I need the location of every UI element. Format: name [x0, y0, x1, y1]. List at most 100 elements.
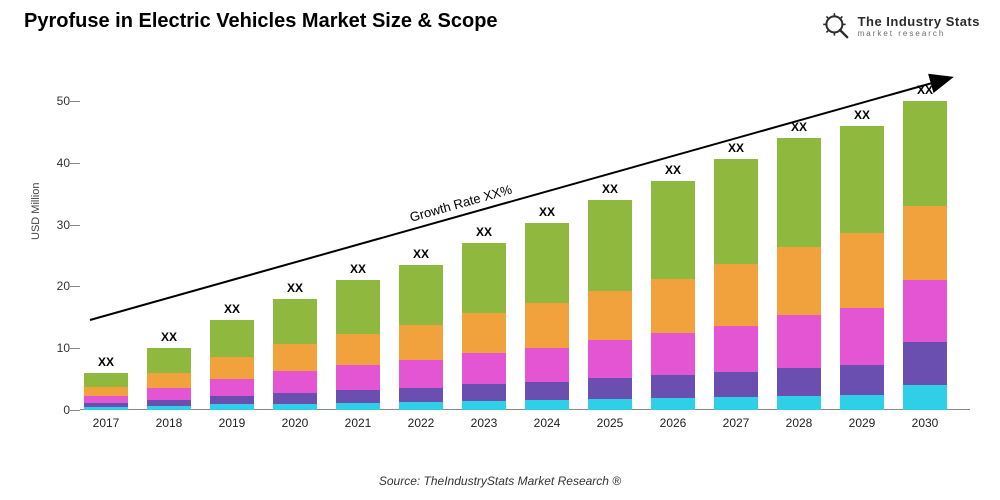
bar-value-label: XX [714, 141, 758, 155]
x-tick-label: 2022 [391, 416, 451, 430]
bar-segment [210, 379, 254, 396]
x-tick-label: 2017 [76, 416, 136, 430]
x-tick-label: 2019 [202, 416, 262, 430]
y-tick-label: 0 [30, 403, 70, 417]
chart-area: 01020304050XX2017XX2018XX2019XX2020XX202… [80, 70, 970, 440]
bar-segment [84, 396, 128, 403]
bar-segment [903, 280, 947, 342]
bar-column [903, 101, 947, 410]
x-tick-label: 2021 [328, 416, 388, 430]
bar-segment [399, 265, 443, 326]
bar-segment [399, 388, 443, 402]
bar-column [147, 348, 191, 410]
x-tick-label: 2020 [265, 416, 325, 430]
bar-segment [840, 126, 884, 233]
source-caption: Source: TheIndustryStats Market Research… [0, 474, 1000, 488]
chart-title: Pyrofuse in Electric Vehicles Market Siz… [24, 10, 498, 33]
bar-value-label: XX [336, 262, 380, 276]
y-tick [70, 286, 80, 287]
bar-segment [273, 344, 317, 371]
bar-column [84, 373, 128, 410]
brand-logo: The Industry Stats market research [820, 10, 980, 42]
bar-segment [903, 206, 947, 280]
bar-segment [147, 373, 191, 388]
bar-segment [210, 396, 254, 404]
bar-segment [462, 384, 506, 401]
x-tick-label: 2028 [769, 416, 829, 430]
bar-segment [840, 365, 884, 395]
bar-segment [273, 371, 317, 393]
y-tick [70, 410, 80, 411]
bar-segment [84, 373, 128, 387]
bar-segment [840, 308, 884, 365]
bar-value-label: XX [399, 247, 443, 261]
bar-value-label: XX [588, 182, 632, 196]
bar-segment [273, 299, 317, 344]
y-tick [70, 225, 80, 226]
x-tick-label: 2024 [517, 416, 577, 430]
y-tick [70, 101, 80, 102]
logo-sub-text: market research [858, 30, 980, 38]
bar-segment [462, 401, 506, 410]
bar-segment [651, 279, 695, 333]
bar-segment [651, 181, 695, 279]
bar-segment [903, 101, 947, 206]
bar-segment [525, 382, 569, 401]
bar-segment [588, 291, 632, 340]
bar-column [714, 159, 758, 410]
bar-segment [147, 388, 191, 400]
bar-segment [399, 402, 443, 410]
gear-magnifier-icon [820, 10, 852, 42]
bar-column [840, 126, 884, 410]
bar-segment [336, 334, 380, 365]
bar-segment [777, 138, 821, 247]
bar-value-label: XX [84, 355, 128, 369]
bar-column [588, 200, 632, 410]
bar-value-label: XX [840, 108, 884, 122]
bar-segment [777, 396, 821, 410]
bar-segment [462, 313, 506, 353]
x-tick-label: 2026 [643, 416, 703, 430]
bar-segment [714, 159, 758, 264]
bar-column [336, 280, 380, 410]
bar-value-label: XX [903, 83, 947, 97]
x-tick-label: 2025 [580, 416, 640, 430]
bar-segment [273, 404, 317, 410]
bar-segment [84, 407, 128, 410]
bar-segment [840, 233, 884, 308]
bar-segment [588, 378, 632, 398]
bar-segment [588, 340, 632, 378]
bar-segment [336, 403, 380, 410]
bar-segment [777, 247, 821, 315]
bar-value-label: XX [210, 302, 254, 316]
bar-segment [147, 406, 191, 410]
y-tick-label: 50 [30, 94, 70, 108]
bar-column [210, 320, 254, 410]
bar-segment [651, 398, 695, 410]
bar-segment [840, 395, 884, 410]
bar-value-label: XX [651, 163, 695, 177]
bar-segment [210, 320, 254, 357]
growth-rate-label: Growth Rate XX% [408, 182, 514, 225]
bar-segment [147, 348, 191, 373]
bar-segment [462, 353, 506, 384]
x-tick-label: 2030 [895, 416, 955, 430]
x-tick-label: 2029 [832, 416, 892, 430]
bar-segment [651, 333, 695, 375]
x-tick-label: 2018 [139, 416, 199, 430]
bar-segment [210, 357, 254, 379]
bar-segment [525, 400, 569, 410]
bar-segment [714, 326, 758, 372]
bar-column [273, 299, 317, 410]
x-tick-label: 2027 [706, 416, 766, 430]
y-tick-label: 10 [30, 341, 70, 355]
bar-value-label: XX [147, 330, 191, 344]
bar-column [525, 223, 569, 410]
bar-segment [714, 264, 758, 326]
bar-segment [525, 348, 569, 382]
bar-segment [777, 315, 821, 368]
bar-segment [588, 200, 632, 291]
bar-segment [903, 385, 947, 410]
bar-segment [462, 243, 506, 313]
bar-segment [399, 325, 443, 360]
